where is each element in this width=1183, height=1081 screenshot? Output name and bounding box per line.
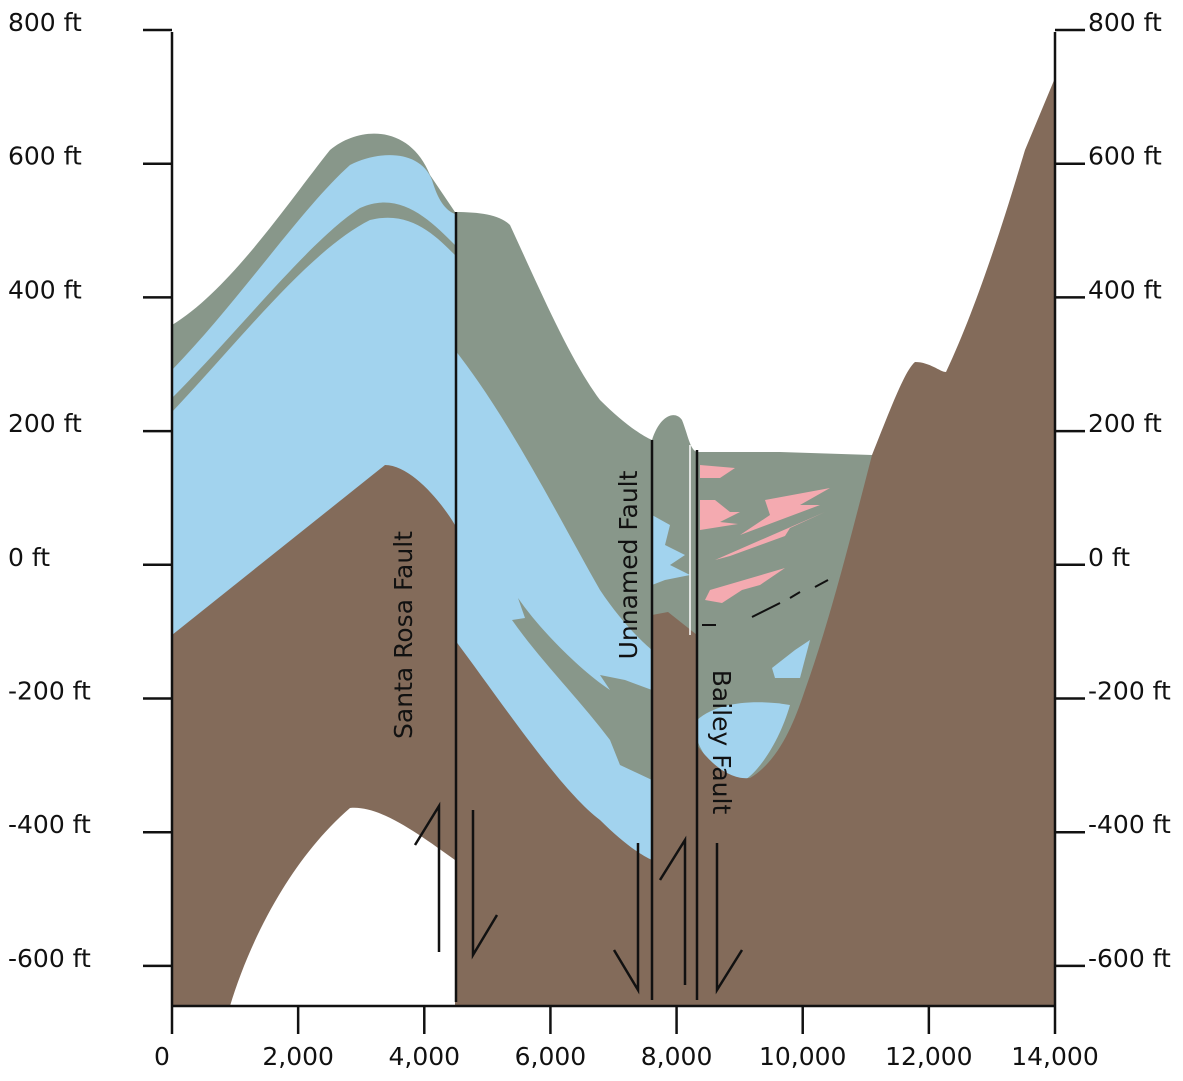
- left-tick-label: -600 ft: [8, 944, 91, 973]
- right-tick-label: -200 ft: [1088, 677, 1171, 706]
- right-tick-label: 800 ft: [1088, 8, 1162, 37]
- basement: [652, 612, 697, 1006]
- fault-label: Santa Rosa Fault: [389, 531, 418, 739]
- bottom-tick-label: 2,000: [262, 1042, 334, 1071]
- cross-section: 800 ft 600 ft 400 ft 200 ft 0 ft -200 ft -400 …: [0, 0, 1183, 1081]
- left-tick-label: 800 ft: [8, 8, 82, 37]
- bottom-tick-label: 12,000: [885, 1042, 972, 1071]
- left-tick-label: 600 ft: [8, 142, 82, 171]
- fault-label: Bailey Fault: [707, 670, 736, 815]
- right-tick-label: 400 ft: [1088, 275, 1162, 304]
- left-tick-label: 400 ft: [8, 275, 82, 304]
- right-tick-label: 200 ft: [1088, 409, 1162, 438]
- fault-label: Unnamed Fault: [614, 470, 643, 659]
- right-tick-label: -600 ft: [1088, 944, 1171, 973]
- left-tick-label: 200 ft: [8, 409, 82, 438]
- bottom-tick-label: 8,000: [641, 1042, 713, 1071]
- bottom-tick-label: 14,000: [1011, 1042, 1098, 1071]
- right-tick-label: 0 ft: [1088, 543, 1130, 572]
- left-tick-label: -200 ft: [8, 677, 91, 706]
- right-tick-label: 600 ft: [1088, 142, 1162, 171]
- bottom-tick-label: 4,000: [388, 1042, 460, 1071]
- bottom-tick-label: 0: [154, 1042, 170, 1071]
- left-tick-label: -400 ft: [8, 810, 91, 839]
- bottom-tick-label: 10,000: [759, 1042, 846, 1071]
- bottom-tick-label: 6,000: [515, 1042, 587, 1071]
- right-tick-label: -400 ft: [1088, 810, 1171, 839]
- left-tick-label: 0 ft: [8, 543, 50, 572]
